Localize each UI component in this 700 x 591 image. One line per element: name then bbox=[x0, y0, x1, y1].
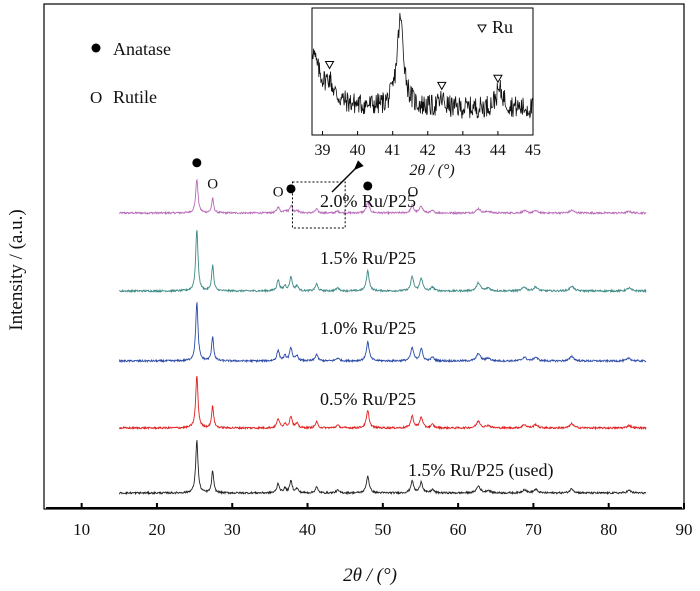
series-line-0 bbox=[118, 178, 647, 216]
x-tick-label-70: 70 bbox=[525, 520, 542, 539]
x-tick-label-40: 40 bbox=[299, 520, 316, 539]
anatase-marker-4 bbox=[363, 181, 373, 191]
anatase-marker-3 bbox=[286, 184, 296, 194]
series-label-2: 1.0% Ru/P25 bbox=[320, 318, 416, 338]
anatase-marker-0 bbox=[192, 158, 202, 168]
inset-x-axis-label: 2θ / (°) bbox=[409, 162, 454, 179]
inset-tick-label-44: 44 bbox=[490, 142, 506, 159]
x-tick-label-50: 50 bbox=[374, 520, 391, 539]
series-label-4: 1.5% Ru/P25 (used) bbox=[408, 460, 554, 481]
x-tick-label-20: 20 bbox=[148, 520, 165, 539]
main-series bbox=[118, 178, 647, 496]
ru-marker-icon bbox=[477, 24, 487, 34]
x-axis-label: 2θ / (°) bbox=[343, 565, 397, 586]
series-line-2 bbox=[118, 302, 647, 364]
ru-marker-0 bbox=[324, 60, 335, 70]
zoom-rect bbox=[291, 181, 346, 229]
inset-chart: 39 40 41 42 43 44 45 bbox=[311, 7, 541, 159]
rutile-marker-1: O bbox=[207, 176, 218, 192]
inset-tick-label-39: 39 bbox=[315, 142, 331, 159]
x-tick-label-10: 10 bbox=[73, 520, 90, 539]
series-label-1: 1.5% Ru/P25 bbox=[320, 248, 416, 268]
inset-series-line bbox=[311, 12, 533, 119]
series-line-1 bbox=[119, 230, 647, 294]
zoom-arrow-head bbox=[353, 160, 364, 171]
legend: Anatase O Rutile bbox=[90, 39, 171, 107]
series-line-4 bbox=[118, 440, 647, 496]
inset-tick-label-42: 42 bbox=[420, 142, 436, 159]
phase-markers: OO O bbox=[192, 158, 419, 201]
x-tick-label-60: 60 bbox=[450, 520, 467, 539]
series-label-3: 0.5% Ru/P25 bbox=[320, 389, 416, 409]
inset-legend-ru-label: Ru bbox=[492, 17, 513, 37]
rutile-marker-2: O bbox=[273, 185, 284, 201]
inset-legend: Ru bbox=[477, 17, 513, 37]
zoom-arrow-line bbox=[331, 181, 343, 193]
inset-tick-label-40: 40 bbox=[350, 142, 366, 159]
zoom-arrow-shaft bbox=[341, 167, 357, 183]
rutile-marker-icon: O bbox=[90, 88, 102, 107]
anatase-marker-icon bbox=[91, 43, 101, 53]
zoom-box bbox=[291, 160, 364, 229]
inset-tick-label-45: 45 bbox=[525, 142, 541, 159]
inset-tick-label-43: 43 bbox=[455, 142, 471, 159]
inset-tick-label-41: 41 bbox=[385, 142, 401, 159]
series-line-3 bbox=[118, 375, 647, 431]
x-tick-label-30: 30 bbox=[224, 520, 241, 539]
ru-marker-2 bbox=[493, 74, 503, 84]
y-axis-label: Intensity / (a.u.) bbox=[6, 209, 27, 330]
series-labels: 2.0% Ru/P25 1.5% Ru/P25 1.0% Ru/P25 0.5% Ru… bbox=[320, 191, 554, 481]
rutile-marker-5: O bbox=[408, 184, 419, 200]
legend-anatase-label: Anatase bbox=[113, 39, 171, 59]
x-tick-label-80: 80 bbox=[600, 520, 617, 539]
series-label-0: 2.0% Ru/P25 bbox=[320, 191, 416, 211]
x-tick-label-90: 90 bbox=[676, 520, 693, 539]
legend-rutile-label: Rutile bbox=[113, 87, 157, 107]
ru-marker-1 bbox=[436, 81, 447, 91]
main-axes: 10 20 30 40 50 60 70 80 90 bbox=[43, 3, 693, 539]
